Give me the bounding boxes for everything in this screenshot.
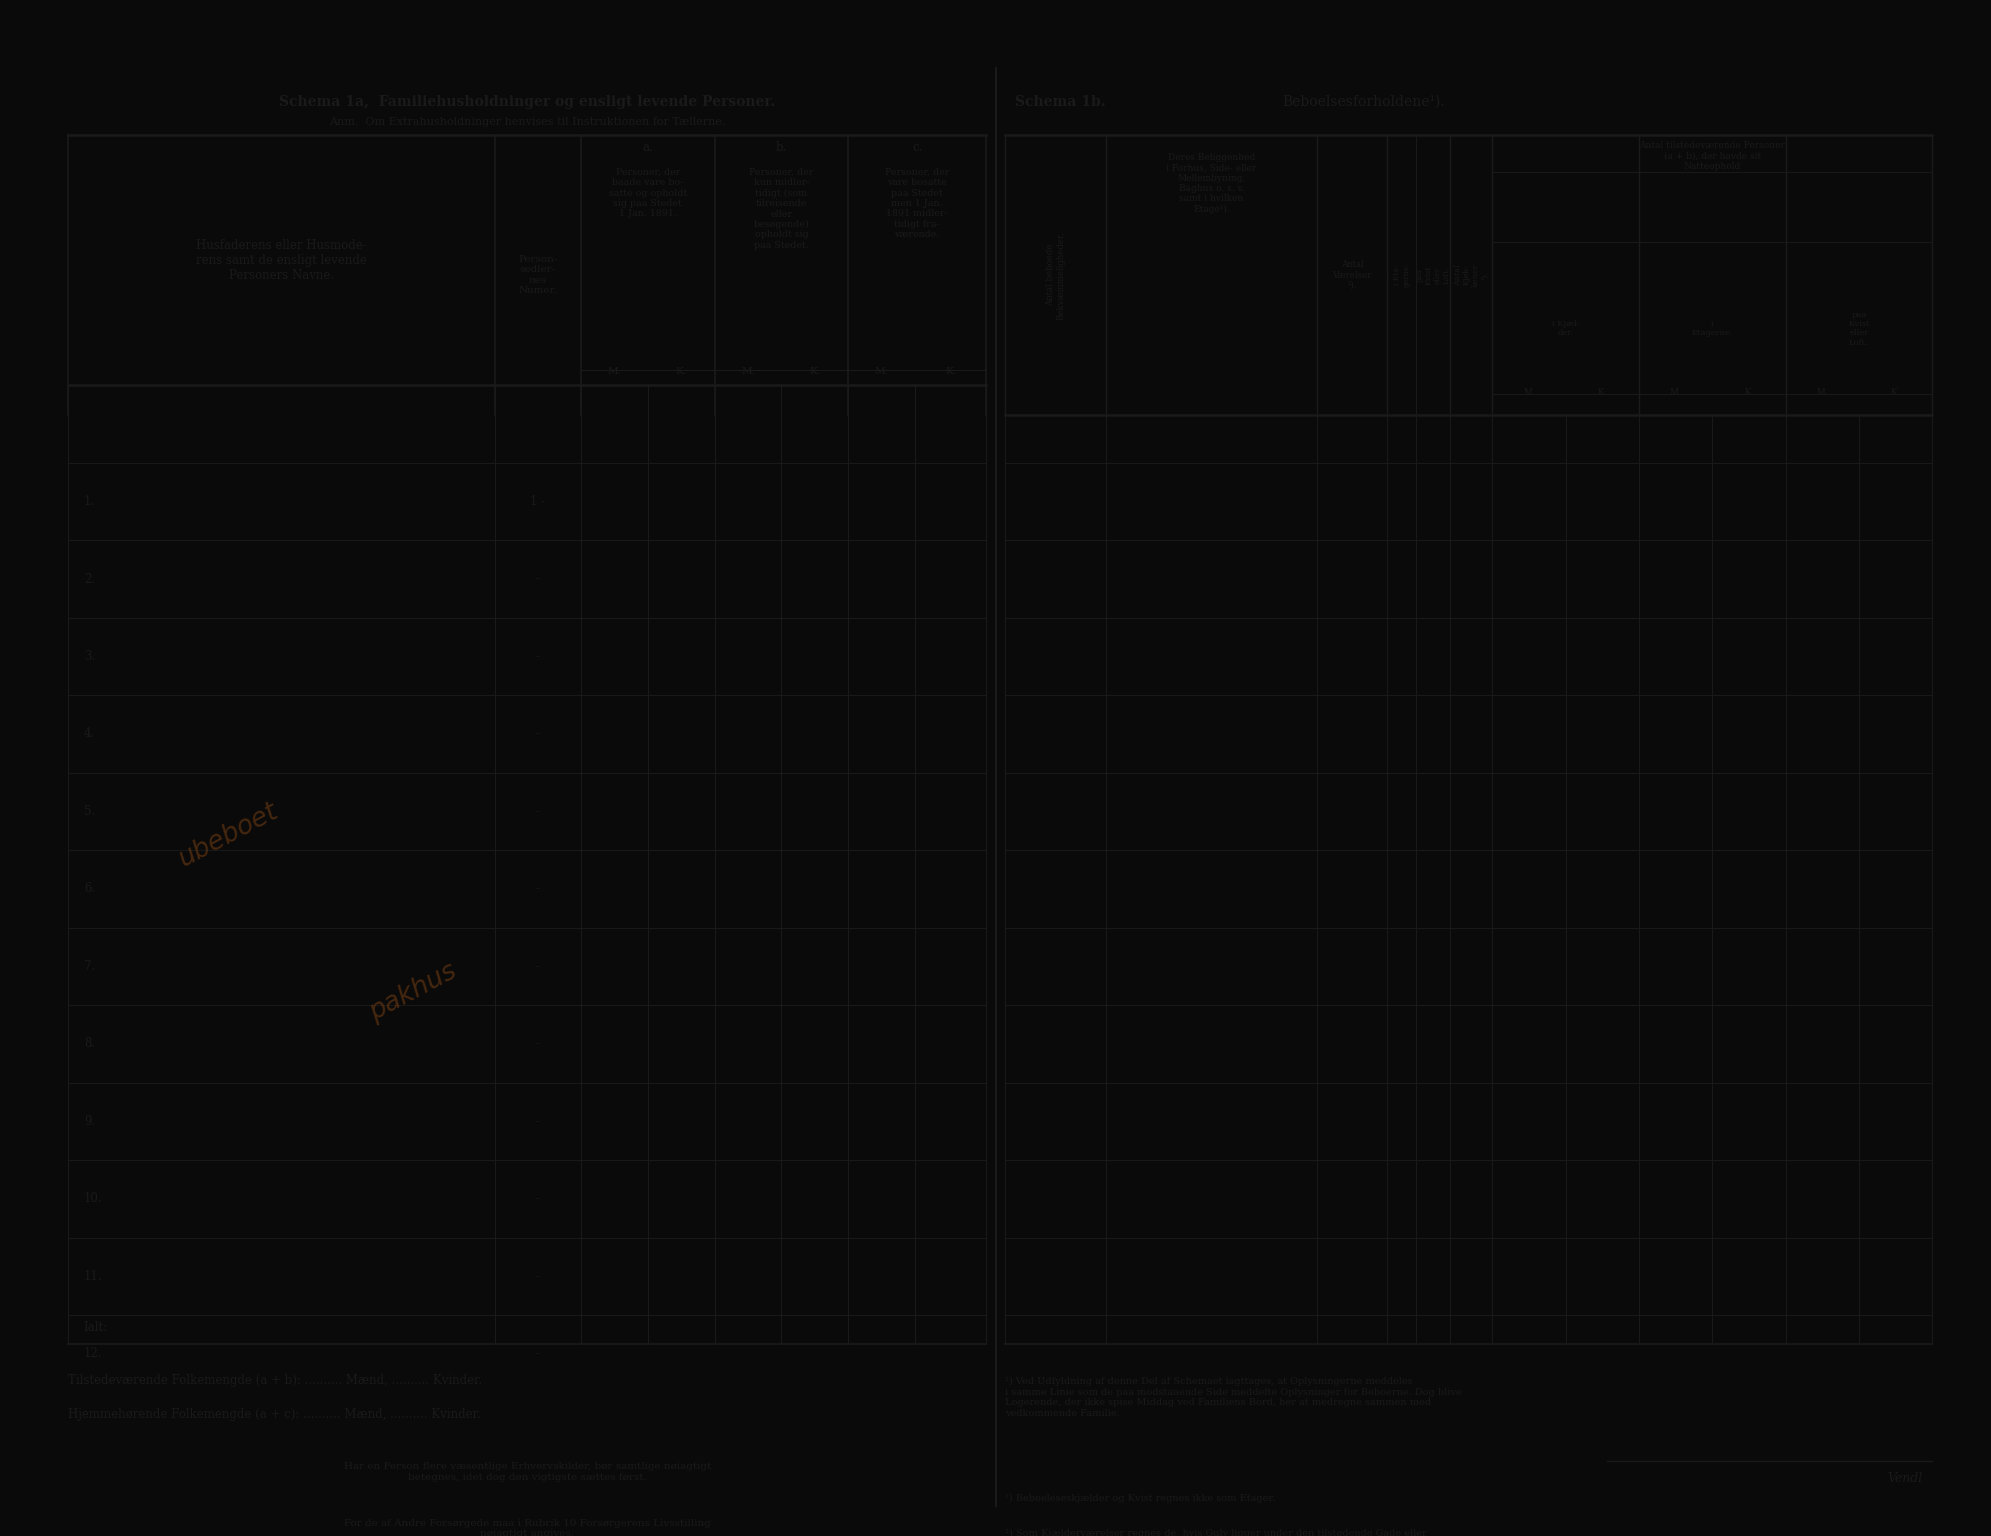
Text: ubeboet: ubeboet bbox=[173, 799, 283, 872]
Text: 2.: 2. bbox=[84, 573, 96, 585]
Text: For de af Andre Forsørgede maa i Rubrik 10 Forsørgerens Livsstilling
nøiagtigt a: For de af Andre Forsørgede maa i Rubrik … bbox=[344, 1519, 711, 1536]
Text: Antal
Kjøk-
kener
³).: Antal Kjøk- kener ³). bbox=[1453, 263, 1489, 287]
Text: Personer, der
baade vare bo-
satte og opholdt
sig paa Stedet
1 Jan. 1891.: Personer, der baade vare bo- satte og op… bbox=[609, 167, 687, 218]
Text: M.: M. bbox=[874, 367, 888, 376]
Text: -: - bbox=[536, 960, 540, 972]
Text: -: - bbox=[536, 650, 540, 664]
Text: 6.: 6. bbox=[84, 882, 96, 895]
Text: 1.: 1. bbox=[84, 495, 96, 508]
Text: 4.: 4. bbox=[84, 728, 96, 740]
Text: b.: b. bbox=[776, 141, 786, 154]
Text: a.: a. bbox=[643, 141, 653, 154]
Text: M.: M. bbox=[1523, 389, 1535, 398]
Text: M.: M. bbox=[1816, 389, 1828, 398]
Text: M.: M. bbox=[607, 367, 621, 376]
Text: -: - bbox=[536, 1115, 540, 1127]
Text: M.: M. bbox=[741, 367, 755, 376]
Text: -: - bbox=[536, 728, 540, 740]
Text: 10.: 10. bbox=[84, 1192, 102, 1206]
Text: Har en Person flere væsentlige Erhvervskilder, bør samtlige nøiagtigt
betegnes, : Har en Person flere væsentlige Erhvervsk… bbox=[344, 1462, 711, 1482]
Text: K.: K. bbox=[675, 367, 687, 376]
Text: Personer, der
kun midler-
tidigt (som
tilreisende
eller
besøgende)
opholdt sig
p: Personer, der kun midler- tidigt (som ti… bbox=[749, 167, 814, 250]
Text: ²) Beboeleseskjælder og Kvist regnes ikke som Etager.: ²) Beboeleseskjælder og Kvist regnes ikk… bbox=[1005, 1493, 1274, 1502]
Text: K.: K. bbox=[810, 367, 820, 376]
Text: 5.: 5. bbox=[84, 805, 96, 819]
Text: -: - bbox=[536, 805, 540, 819]
Text: pakhus: pakhus bbox=[364, 958, 462, 1026]
Text: Hjemmehørende Folkemengde (a + c): .......... Mænd, .......... Kvinder.: Hjemmehørende Folkemengde (a + c): .....… bbox=[68, 1409, 482, 1421]
Text: -: - bbox=[536, 1347, 540, 1361]
Text: i Kjæl-
der.: i Kjæl- der. bbox=[1551, 319, 1579, 338]
Text: K.: K. bbox=[1891, 389, 1899, 398]
Text: K.: K. bbox=[1744, 389, 1754, 398]
Text: Ialt:: Ialt: bbox=[84, 1321, 108, 1335]
Text: Tilstedeværende Folkemengde (a + b): .......... Mænd, .......... Kvinder.: Tilstedeværende Folkemengde (a + b): ...… bbox=[68, 1373, 482, 1387]
Text: 3.: 3. bbox=[84, 650, 96, 664]
Text: Husfaderens eller Husmode-
rens samt de ensligt levende
Personers Navne.: Husfaderens eller Husmode- rens samt de … bbox=[197, 238, 366, 281]
Text: Beboelsesforholdene¹).: Beboelsesforholdene¹). bbox=[1282, 95, 1445, 109]
Text: paa
Kvist
eller
Loft.: paa Kvist eller Loft. bbox=[1416, 266, 1451, 284]
Text: 7.: 7. bbox=[84, 960, 96, 972]
Text: M.: M. bbox=[1670, 389, 1680, 398]
Text: 11.: 11. bbox=[84, 1270, 102, 1283]
Text: Person-
sedler-
nes
Numer.: Person- sedler- nes Numer. bbox=[518, 255, 557, 295]
Text: Personer, der
vare bosatte
paa Stedet
men 1 Jan.
1891 midler-
tidigt fra-
værend: Personer, der vare bosatte paa Stedet me… bbox=[886, 167, 950, 240]
Text: Vendl: Vendl bbox=[1887, 1473, 1923, 1485]
Text: Deres Beliggenhed
i Forhus, Side- eller
Mellembyning,
Baghus o. s. v.
samt i hvi: Deres Beliggenhed i Forhus, Side- eller … bbox=[1167, 154, 1256, 214]
Text: i Eta-
gerne.: i Eta- gerne. bbox=[1394, 263, 1410, 287]
Text: ¹) Ved Udfyldning af denne Del af Schemaet iagttages, at Oplysningerne meddeles
: ¹) Ved Udfyldning af denne Del af Schema… bbox=[1005, 1378, 1461, 1418]
Text: -: - bbox=[536, 1270, 540, 1283]
Text: Schema 1a,  Familiehusholdninger og ensligt levende Personer.: Schema 1a, Familiehusholdninger og ensli… bbox=[279, 95, 774, 109]
Text: paa
Kvist
eller
Loft.: paa Kvist eller Loft. bbox=[1848, 310, 1870, 347]
Text: K.: K. bbox=[946, 367, 956, 376]
Text: -: - bbox=[536, 1192, 540, 1206]
Text: i
Etagerne.: i Etagerne. bbox=[1692, 319, 1732, 338]
Text: Antal tilstedeværende Personer
(a + b), der havde sit
Natteophold: Antal tilstedeværende Personer (a + b), … bbox=[1639, 141, 1786, 170]
Text: ...: ... bbox=[1384, 272, 1392, 280]
Text: 1 -: 1 - bbox=[530, 495, 546, 508]
Text: 9.: 9. bbox=[84, 1115, 96, 1127]
Text: c.: c. bbox=[912, 141, 922, 154]
Text: K.: K. bbox=[1597, 389, 1607, 398]
Text: -: - bbox=[536, 573, 540, 585]
Text: 12.: 12. bbox=[84, 1347, 102, 1361]
Text: -: - bbox=[536, 1037, 540, 1051]
Text: Antal beboede
Bekvæmmeligheder.: Antal beboede Bekvæmmeligheder. bbox=[1045, 230, 1065, 319]
Text: ³) Som Kjælderværelser regnes de, hvis Gulv ligger under den tilstødende Gade el: ³) Som Kjælderværelser regnes de, hvis G… bbox=[1005, 1530, 1428, 1536]
Text: 8.: 8. bbox=[84, 1037, 96, 1051]
Text: Anm.  Om Extrahusholdninger henvises til Instruktionen for Tællerne.: Anm. Om Extrahusholdninger henvises til … bbox=[329, 117, 725, 127]
Text: Antal
Værelser
²).: Antal Værelser ²). bbox=[1332, 260, 1372, 290]
Text: Schema 1b.: Schema 1b. bbox=[1015, 95, 1105, 109]
Text: -: - bbox=[536, 882, 540, 895]
